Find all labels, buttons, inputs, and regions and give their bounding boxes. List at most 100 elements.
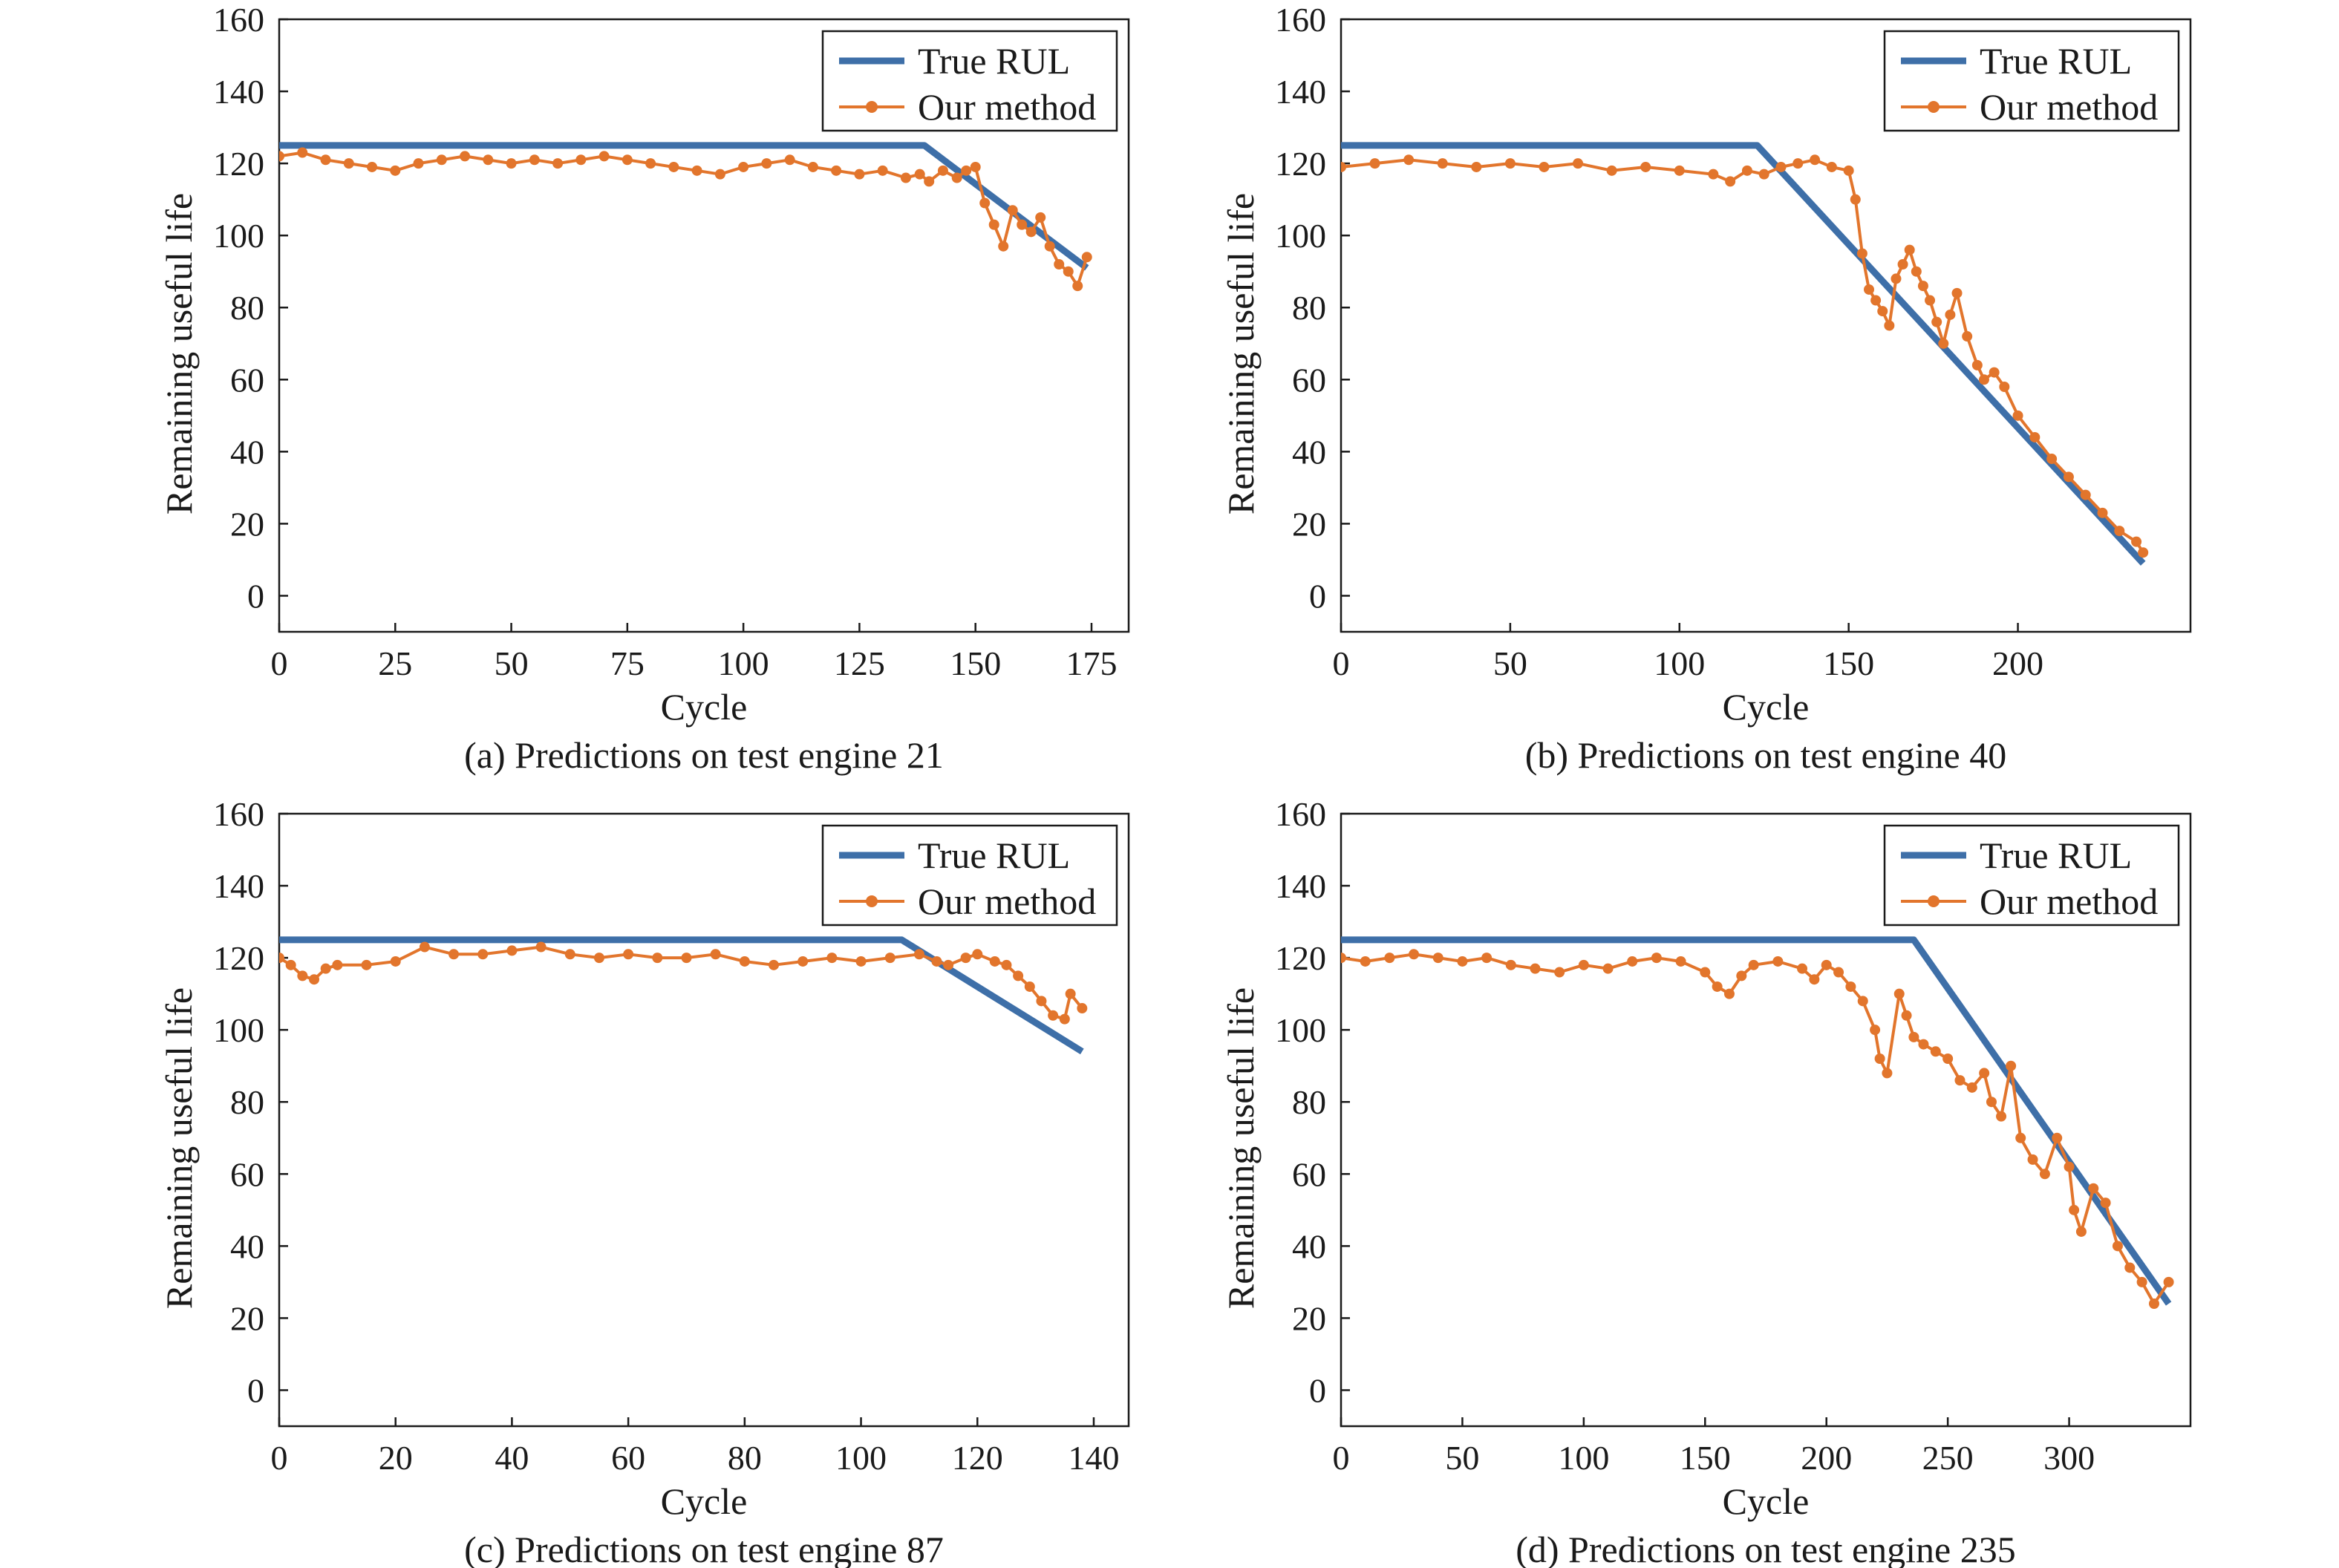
y-tick-label: 0 [247,577,264,615]
data-point-our-method [1856,248,1867,259]
data-point-our-method [1978,374,1989,385]
y-tick-label: 100 [213,1011,264,1049]
data-point-our-method [979,197,991,209]
data-point-our-method [506,158,517,169]
chart-panel-1: 0 20 40 60 80 100 120 140 160 0 50 100 150 200 Cycle Re… [1220,1,2192,776]
y-tick-label: 20 [230,1299,264,1337]
data-point-our-method [738,161,749,172]
series-our-method-line [279,151,1089,288]
data-point-our-method [361,959,372,970]
data-point-our-method [1918,1039,1929,1050]
data-point-our-method [913,949,924,960]
y-tick-label: 0 [1309,1371,1326,1409]
y-tick-label: 120 [213,145,264,183]
legend-marker-our-method [866,101,878,113]
data-point-our-method [2124,1262,2136,1273]
data-point-our-method [1606,165,1617,176]
data-point-our-method [1821,959,1832,970]
data-point-our-method [1942,1054,1954,1064]
y-tick-label: 120 [1275,939,1326,977]
data-point-our-method [1904,244,1915,255]
data-point-our-method [739,956,750,967]
x-tick-label: 0 [271,1439,288,1477]
y-tick-label: 80 [1292,1083,1326,1121]
data-point-our-method [297,147,308,158]
x-tick-label: 150 [1823,644,1874,682]
y-tick-label: 20 [1292,1299,1326,1337]
data-point-our-method [1013,970,1024,981]
data-point-our-method [1059,1013,1070,1025]
data-point-our-method [900,172,911,183]
data-point-our-method [343,158,354,169]
data-point-our-method [1539,161,1550,172]
data-point-our-method [1457,956,1468,967]
data-point-our-method [593,953,604,964]
data-point-our-method [1809,974,1820,985]
data-point-our-method [784,154,795,166]
data-point-our-method [2069,1204,2080,1215]
data-point-our-method [320,963,331,974]
data-point-our-method [1369,158,1380,169]
y-tick-label: 100 [1275,1011,1326,1049]
data-point-our-method [1996,1111,2007,1122]
y-tick-label: 120 [1275,145,1326,183]
data-point-our-method [320,154,331,166]
data-point-our-method [1736,970,1747,981]
data-point-our-method [1966,1082,1977,1093]
data-point-our-method [1971,359,1983,370]
x-tick-label: 250 [1922,1439,1974,1477]
x-tick-label: 40 [495,1439,529,1477]
data-point-our-method [2148,1298,2159,1309]
data-point-our-method [1035,212,1046,223]
data-point-our-method [1792,158,1804,169]
data-point-our-method [477,949,489,960]
data-point-our-method [1602,963,1614,974]
data-point-our-method [1758,169,1769,180]
data-point-our-method [1857,996,1868,1007]
data-point-our-method [807,161,818,172]
data-point-our-method [1882,1068,1893,1079]
data-point-our-method [1360,956,1371,967]
data-point-our-method [332,959,343,970]
x-axis-title: Cycle [661,686,748,728]
y-tick-label: 80 [1292,289,1326,327]
data-point-our-method [2046,454,2058,465]
panel-caption: (b) Predictions on test engine 40 [1525,734,2007,776]
series-true-rul-line [279,936,1084,1055]
data-point-our-method [2131,536,2142,547]
data-point-our-method [1065,988,1076,999]
data-point-our-method [1723,988,1735,999]
data-point-our-method [483,154,494,166]
data-point-our-method [1826,161,1837,172]
data-point-our-method [924,176,935,187]
data-point-our-method [1063,266,1074,277]
y-tick-label: 60 [230,1155,264,1193]
data-point-our-method [937,165,948,176]
data-point-our-method [951,172,962,183]
data-point-our-method [1651,953,1662,964]
data-point-our-method [1024,981,1035,992]
data-point-our-method [1708,169,1719,180]
data-point-our-method [1843,165,1854,176]
data-point-our-method [529,154,540,166]
x-tick-label: 200 [1801,1439,1852,1477]
data-point-our-method [309,974,320,985]
x-tick-label: 20 [379,1439,413,1477]
data-point-our-method [988,219,999,230]
legend-label-true-rul: True RUL [918,834,1070,876]
data-point-our-method [1884,320,1895,331]
data-point-our-method [2088,1183,2099,1194]
y-axis-title: Remaining useful life [1220,193,1262,514]
data-point-our-method [460,151,471,162]
plot-area [1341,142,2149,566]
plot-frame [278,812,1130,1428]
data-point-our-method [279,953,284,964]
data-point-our-method [1775,161,1787,172]
data-point-our-method [2064,1161,2075,1172]
y-tick-label: 40 [230,433,264,471]
x-tick-label: 60 [611,1439,645,1477]
data-point-our-method [1833,967,1844,978]
